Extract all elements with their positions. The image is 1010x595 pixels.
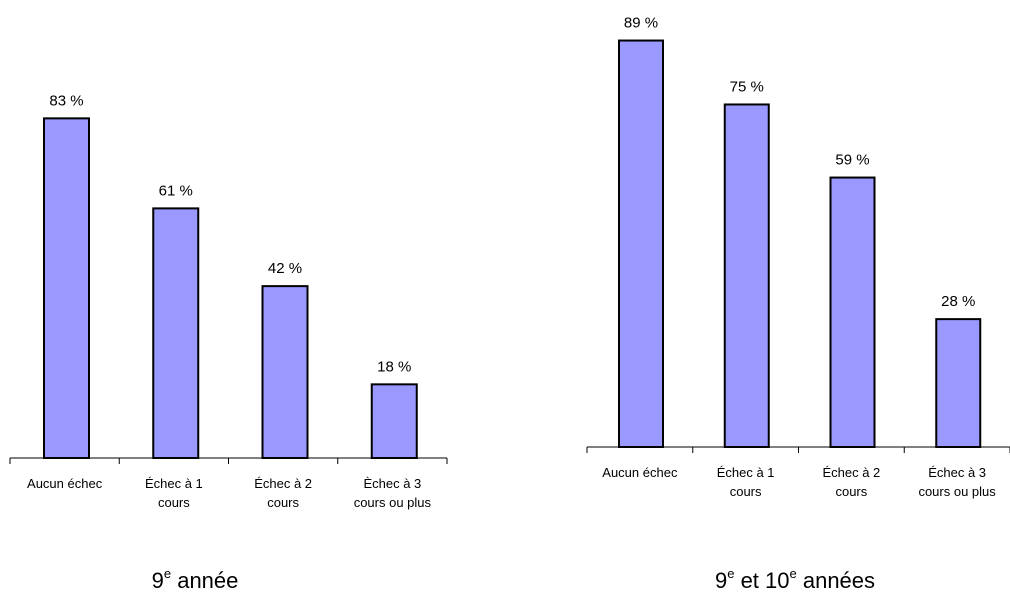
caption-text: années xyxy=(797,568,875,593)
category-label: cours ou plus xyxy=(354,495,432,510)
data-label: 42 % xyxy=(268,260,302,277)
data-label: 89 % xyxy=(624,15,658,32)
data-label: 18 % xyxy=(377,358,411,375)
category-label: Échec à 2 xyxy=(822,465,880,480)
category-label: Aucun échec xyxy=(27,476,103,491)
chart-caption: 9e année xyxy=(152,566,239,593)
caption-text: 9 xyxy=(152,568,164,593)
category-label: cours xyxy=(267,495,299,510)
caption-superscript: e xyxy=(727,566,734,581)
bar xyxy=(618,39,664,449)
chart-caption: 9e et 10e années xyxy=(715,566,875,593)
caption-text: année xyxy=(171,568,238,593)
bar-chart-1: 83 % Aucun échec 61 % Échec à 1 cours 42 % Éch… xyxy=(9,92,448,593)
category-label: Échec à 1 xyxy=(717,465,775,480)
caption-text: et 10 xyxy=(734,568,789,593)
category-label: Èchec à 3 xyxy=(363,476,421,491)
category-label: Échec à 1 xyxy=(145,476,203,491)
category-label: Aucun échec xyxy=(602,465,678,480)
data-label: 28 % xyxy=(941,293,975,310)
category-label: cours xyxy=(835,484,867,499)
bar xyxy=(43,117,90,459)
category-label: Échec à 3 xyxy=(928,465,986,480)
data-label: 83 % xyxy=(49,92,83,109)
bar xyxy=(723,103,770,448)
data-label: 75 % xyxy=(730,78,764,95)
category-label: cours ou plus xyxy=(918,484,996,499)
caption-text: 9 xyxy=(715,568,727,593)
category-label: cours xyxy=(158,495,190,510)
bar xyxy=(935,318,982,448)
category-label: Échec à 2 xyxy=(254,476,312,491)
category-label: cours xyxy=(730,484,762,499)
data-label: 59 % xyxy=(835,152,869,169)
caption-superscript: e xyxy=(790,566,797,581)
bar xyxy=(370,383,418,459)
caption-superscript: e xyxy=(164,566,171,581)
bar xyxy=(829,176,876,448)
bar xyxy=(261,285,309,459)
data-label: 61 % xyxy=(159,182,193,199)
bar-chart-2: 89 % Aucun échec 75 % Échec à 1 cours 59 % Éch… xyxy=(586,15,1010,593)
bar xyxy=(152,207,200,459)
